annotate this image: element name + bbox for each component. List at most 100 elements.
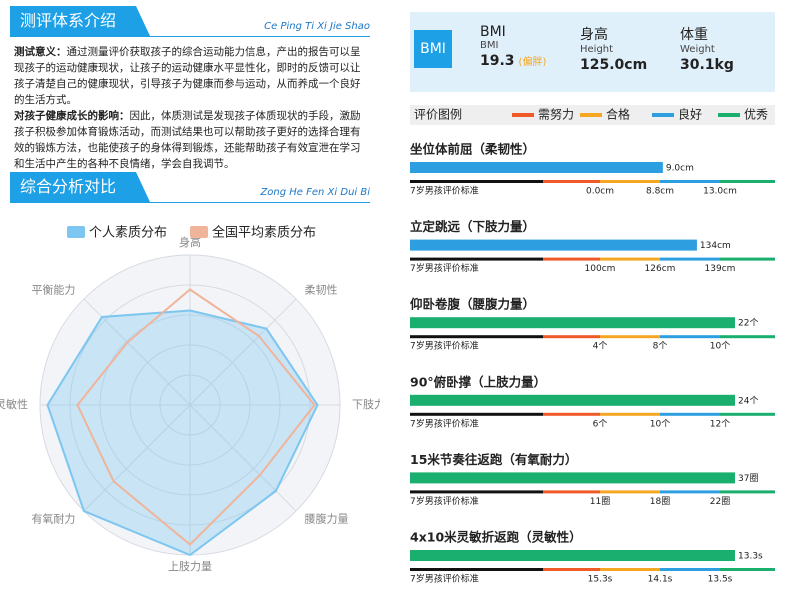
scale-segment bbox=[660, 257, 720, 261]
test-value-label: 9.0cm bbox=[666, 164, 694, 174]
scale-segment bbox=[410, 490, 543, 494]
scale-segment bbox=[543, 257, 600, 261]
legend-title: 评价图例 bbox=[414, 108, 462, 122]
paragraph: 对孩子健康成长的影响：因此，体质测试是发现孩子体质现状的手段，激励孩子积极参加体… bbox=[14, 108, 370, 172]
scale-segment bbox=[543, 180, 600, 183]
threshold-label: 8.8cm bbox=[646, 187, 674, 197]
test-value-label: 37圈 bbox=[738, 473, 758, 484]
bmi-value: 125.0cm bbox=[580, 57, 647, 73]
bmi-item: 身高 Height 125.0cm bbox=[580, 24, 647, 73]
scale-segment bbox=[543, 412, 600, 416]
scale-segment bbox=[600, 490, 660, 494]
threshold-label: 0.0cm bbox=[586, 187, 614, 197]
test-bar bbox=[410, 162, 663, 173]
threshold-label: 14.1s bbox=[648, 575, 673, 585]
test-value-label: 24个 bbox=[738, 395, 758, 406]
axis-line bbox=[189, 404, 297, 512]
analysis-pinyin: Zong He Fen Xi Dui Bi bbox=[260, 187, 370, 198]
scale-segment bbox=[660, 490, 720, 494]
bmi-badge: BMI bbox=[414, 30, 452, 68]
bmi-label: 体重 bbox=[680, 27, 708, 43]
scale-segment bbox=[660, 568, 720, 571]
scale-segment bbox=[660, 335, 720, 339]
bmi-value: 19.3 (偏胖) bbox=[480, 53, 546, 69]
bmi-card: BMI BMI BMI 19.3 (偏胖) 身高 Height 125.0cm 体重 Weigh… bbox=[410, 12, 775, 92]
scale-segment bbox=[543, 335, 600, 339]
test-title: 立定跳远（下肢力量） bbox=[410, 219, 535, 234]
test-title: 4x10米灵敏折返跑（灵敏性） bbox=[410, 530, 582, 545]
threshold-label: 11圈 bbox=[590, 496, 610, 507]
intro-banner: 测评体系介绍 Ce Ping Ti Xi Jie Shao bbox=[10, 6, 370, 37]
scale-segment bbox=[720, 335, 775, 339]
scale-segment bbox=[543, 490, 600, 494]
legend-swatch bbox=[512, 113, 534, 117]
threshold-label: 12个 bbox=[710, 418, 730, 429]
bmi-sublabel: Height bbox=[580, 44, 614, 55]
scale-segment bbox=[600, 335, 660, 339]
analysis-title: 综合分析对比 bbox=[10, 172, 150, 202]
test-bar bbox=[410, 550, 735, 561]
threshold-label: 6个 bbox=[593, 418, 608, 429]
axis-label: 腰腹力量 bbox=[305, 512, 349, 526]
scale-segment bbox=[410, 180, 543, 183]
test-bar bbox=[410, 239, 697, 251]
bmi-value: 30.1kg bbox=[680, 57, 734, 73]
scale-segment bbox=[660, 412, 720, 416]
axis-label: 有氧耐力 bbox=[31, 512, 75, 526]
standard-label: 7岁男孩评价标准 bbox=[410, 262, 479, 274]
radar-area bbox=[46, 309, 319, 557]
intro-text: 测试意义：通过测量评价获取孩子的综合运动能力信息，产出的报告可以呈现孩子的运动健… bbox=[14, 44, 370, 172]
paragraph-lead: 对孩子健康成长的影响： bbox=[14, 110, 130, 122]
test-value-label: 22个 bbox=[738, 318, 758, 329]
legend-swatch bbox=[718, 113, 740, 117]
scale-segment bbox=[410, 568, 543, 571]
bmi-item: BMI BMI 19.3 (偏胖) bbox=[480, 24, 546, 69]
bmi-note: (偏胖) bbox=[518, 57, 547, 68]
test-title: 15米节奏往返跑（有氧耐力） bbox=[410, 452, 577, 467]
paragraph: 测试意义：通过测量评价获取孩子的综合运动能力信息，产出的报告可以呈现孩子的运动健… bbox=[14, 44, 370, 108]
intro-pinyin: Ce Ping Ti Xi Jie Shao bbox=[264, 21, 370, 32]
scale-segment bbox=[600, 412, 660, 416]
axis-label: 平衡能力 bbox=[31, 282, 75, 296]
analysis-banner: 综合分析对比 Zong He Fen Xi Dui Bi bbox=[10, 172, 370, 203]
threshold-label: 126cm bbox=[645, 264, 676, 274]
bmi-label: 身高 bbox=[580, 27, 608, 43]
bmi-label: BMI bbox=[480, 24, 506, 40]
scale-segment bbox=[410, 412, 543, 416]
intro-title: 测评体系介绍 bbox=[10, 6, 150, 36]
scale-segment bbox=[660, 180, 720, 183]
threshold-label: 4个 bbox=[593, 341, 608, 352]
threshold-label: 22圈 bbox=[710, 496, 730, 507]
axis-line bbox=[189, 298, 297, 406]
standard-label: 7岁男孩评价标准 bbox=[410, 495, 479, 507]
legend-label: 需努力 bbox=[538, 107, 574, 122]
axis-line bbox=[83, 404, 191, 512]
bmi-sublabel: Weight bbox=[680, 44, 715, 55]
scale-segment bbox=[410, 335, 543, 339]
scale-segment bbox=[720, 568, 775, 571]
standard-label: 7岁男孩评价标准 bbox=[410, 340, 479, 352]
threshold-label: 139cm bbox=[705, 264, 736, 274]
test-bar bbox=[410, 317, 735, 329]
bmi-number: 125.0cm bbox=[580, 57, 648, 73]
paragraph-text: 通过测量评价获取孩子的综合运动能力信息，产出的报告可以呈现孩子的运动健康现状，让… bbox=[14, 46, 361, 106]
legend-label: 良好 bbox=[678, 107, 702, 122]
legend-swatch bbox=[580, 113, 602, 117]
standard-label: 7岁男孩评价标准 bbox=[410, 573, 479, 585]
scale-segment bbox=[410, 257, 543, 261]
standard-label: 7岁男孩评价标准 bbox=[410, 417, 479, 429]
radar-area bbox=[76, 288, 316, 546]
legend-swatch bbox=[67, 226, 85, 238]
axis-label: 上肢力量 bbox=[168, 559, 212, 573]
threshold-label: 15.3s bbox=[588, 575, 613, 585]
threshold-label: 13.5s bbox=[708, 575, 733, 585]
scale-segment bbox=[720, 180, 775, 183]
scale-segment bbox=[600, 180, 660, 183]
bmi-number: 30.1kg bbox=[680, 57, 734, 73]
test-title: 坐位体前屈（柔韧性） bbox=[410, 142, 535, 157]
bmi-sublabel: BMI bbox=[480, 40, 499, 51]
test-value-label: 134cm bbox=[700, 241, 731, 251]
bmi-number: 19.3 bbox=[480, 53, 515, 69]
legend-label: 全国平均素质分布 bbox=[212, 225, 316, 241]
